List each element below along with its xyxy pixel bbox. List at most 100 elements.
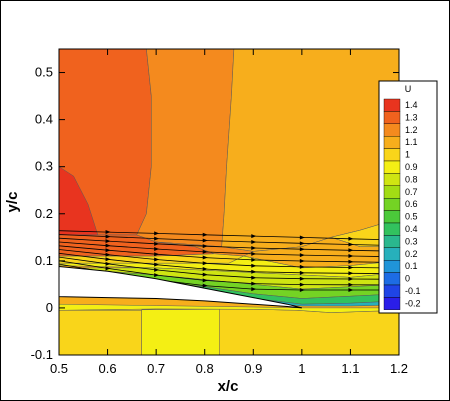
streamline-arrow [251,257,257,262]
streamline-arrow [154,273,160,278]
x-axis: 0.5 0.6 0.7 0.8 0.9 1 1.1 1.2 [50,49,408,376]
streamline-arrow [202,232,208,237]
legend-swatch [383,123,401,137]
streamline-arrow [348,236,354,241]
legend-swatch [383,135,401,149]
legend-swatch [383,210,401,224]
legend-label: 0.1 [405,261,418,271]
contour-region-16 [59,310,142,355]
streamline-arrow [251,251,257,256]
streamline-arrow [105,252,111,257]
streamline-arrow [251,281,257,286]
streamline-arrow [251,240,257,245]
streamline-arrow [105,239,111,244]
streamline-arrow [154,241,160,246]
streamline-arrow [299,253,305,258]
streamline-8 [59,234,399,247]
streamline-arrow [202,278,208,283]
streamline-arrow [299,288,305,293]
color-legend: U 1.4 1.3 1.2 1.1 1 0.9 0.8 0.7 0.6 0.5 0.4 0.3 0.2 0… [378,80,438,314]
streamline-arrow [251,269,257,274]
y-tick-label: 0.5 [35,65,53,80]
streamline-arrow [348,259,354,264]
legend-label: 0.7 [405,187,418,197]
streamline-arrow [154,247,160,252]
streamline-arrow [251,245,257,250]
streamline-arrow [105,248,111,253]
y-axis: -0.1 0 0.1 0.2 0.3 0.4 0.5 [31,65,399,362]
streamline-arrow [251,263,257,268]
y-tick-label: 0.3 [35,159,53,174]
streamline-arrow [202,266,208,271]
streamline-arrow [105,243,111,248]
legend-swatch [383,272,401,286]
streamline-1 [59,260,399,286]
legend-label: 1.4 [405,100,418,110]
legend-swatch [383,284,401,298]
x-tick-label: 0.6 [99,361,117,376]
legend-label: 0.6 [405,199,418,209]
streamline-arrow [105,234,111,239]
airfoil [59,265,303,309]
streamline-arrow [154,267,160,272]
legend-swatch [383,247,401,261]
streamline-arrow [299,241,305,246]
y-axis-title: y/c [4,192,21,213]
streamline-arrow [348,282,354,287]
x-tick-label: 1 [298,361,305,376]
streamline-6 [59,241,399,258]
streamline-arrow [348,242,354,247]
y-tick-label: -0.1 [31,347,53,362]
streamline-arrow [348,271,354,276]
streamline-arrow [154,257,160,262]
legend-label: -0.2 [405,298,421,308]
x-tick-label: 0.7 [147,361,165,376]
y-tick-label: 0.1 [35,253,53,268]
legend-label: -0.1 [405,286,421,296]
streamline-arrow [348,248,354,253]
streamline-arrow [299,259,305,264]
contour-region-15 [59,303,399,313]
streamline-arrow [105,261,111,266]
x-tick-label: 0.9 [244,361,262,376]
streamline-arrow [202,255,208,260]
y-tick-label: 0 [46,300,53,315]
streamlines [59,230,399,293]
streamline-arrow [202,261,208,266]
contour-region-1 [136,49,235,247]
streamline-arrow [251,287,257,292]
legend-label: 0.3 [405,236,418,246]
legend-title: U [405,84,412,94]
legend-swatch [383,111,401,125]
streamline-arrow [105,257,111,262]
legend-label: 0.4 [405,224,418,234]
legend-swatch [383,197,401,211]
streamline-arrow [299,264,305,269]
streamline-arrow [202,283,208,288]
legend-swatch [383,98,401,112]
streamline-9 [59,230,399,241]
legend-label: 1.2 [405,125,418,135]
x-tick-label: 0.8 [196,361,214,376]
airfoil-shape [59,265,303,309]
streamline-arrow [154,262,160,267]
streamline-arrow [105,266,111,271]
streamline-arrow [299,282,305,287]
streamline-arrow [154,252,160,257]
legend-label: 0.5 [405,212,418,222]
streamline-arrow [202,272,208,277]
streamline-arrow [299,235,305,240]
legend-swatch [383,185,401,199]
x-tick-label: 0.5 [50,361,68,376]
legend-swatch [383,160,401,174]
streamline-arrow [251,275,257,280]
streamline-arrow [154,236,160,241]
contour-fill [59,49,399,355]
streamline-7 [59,237,399,252]
streamline-5 [59,245,399,263]
streamline-arrow [348,265,354,270]
contour-region-2 [221,49,399,252]
streamline-2 [59,256,399,280]
